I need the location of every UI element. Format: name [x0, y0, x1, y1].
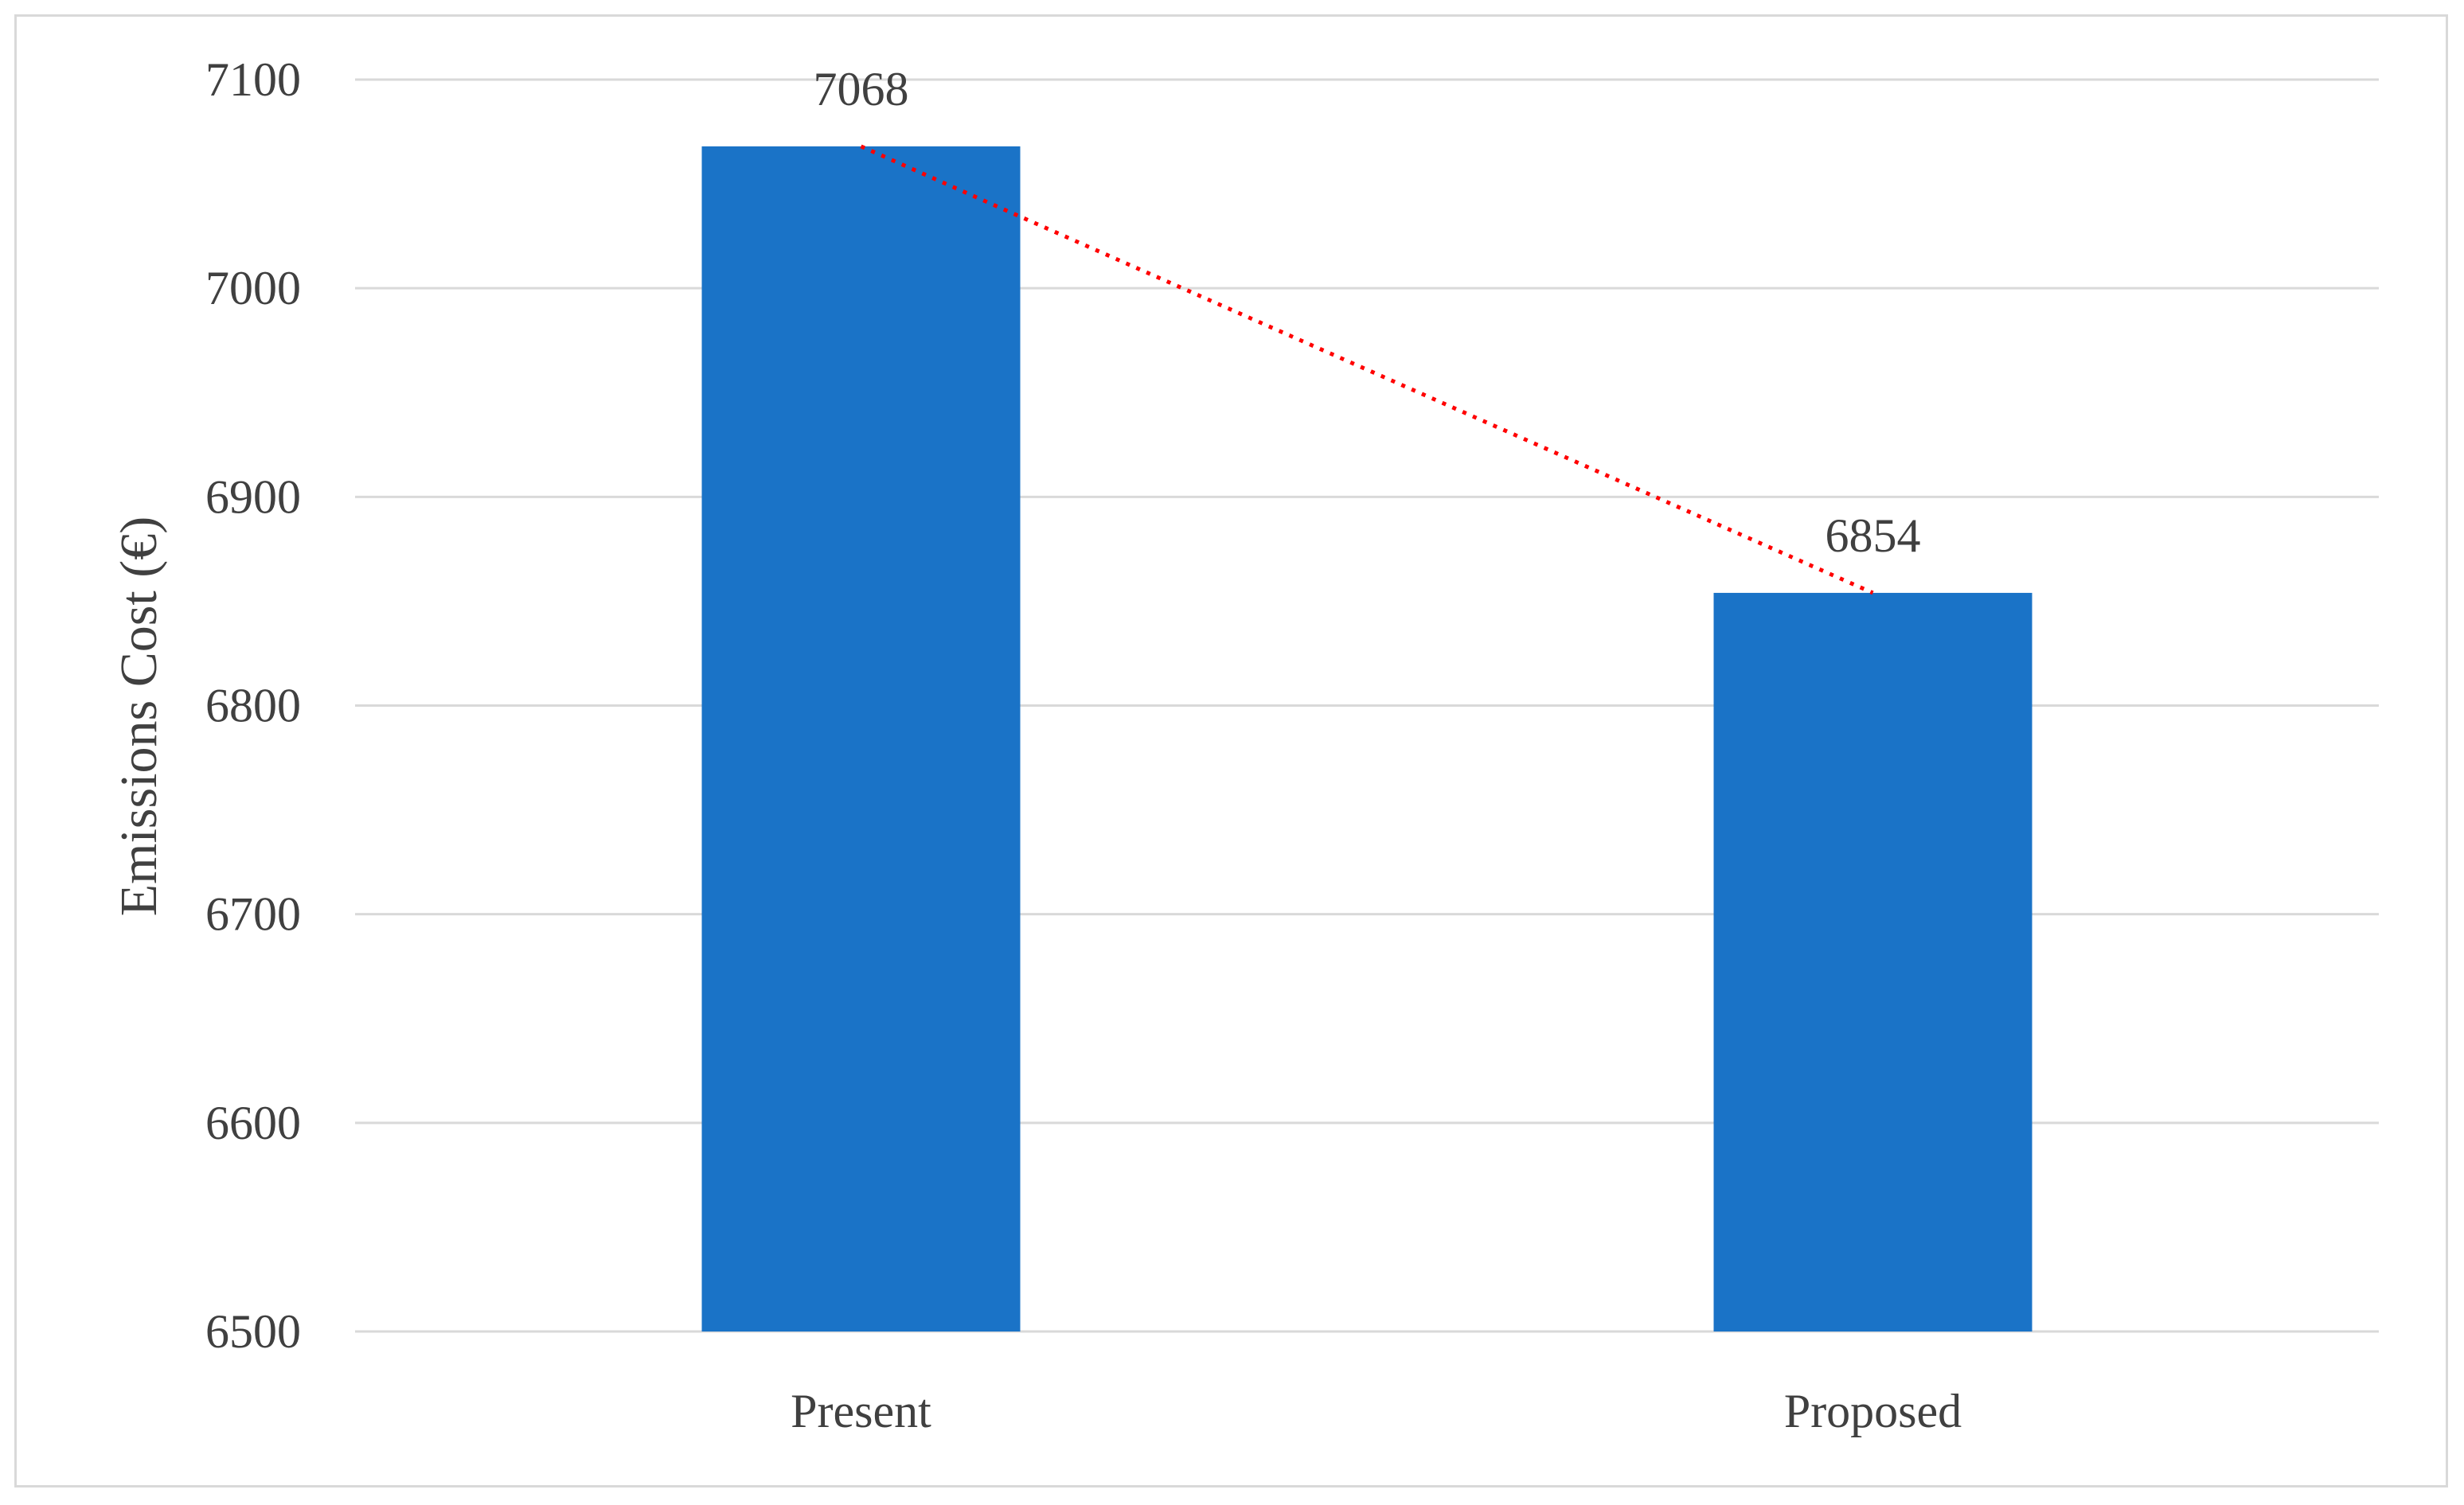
gridlines — [355, 78, 2379, 1333]
x-tick-label: Proposed — [1784, 1385, 1962, 1437]
bar-proposed — [1713, 592, 2033, 1331]
y-axis-ticks: 6500 6600 6700 6800 6900 7000 7100 — [205, 53, 301, 1358]
y-axis-title: Emissions Cost (€) — [110, 517, 168, 916]
y-tick-label: 6700 — [205, 888, 301, 941]
x-axis-ticks: Present Proposed — [791, 1385, 1962, 1437]
data-label: 6854 — [1826, 509, 1921, 562]
y-tick-label: 6600 — [205, 1097, 301, 1149]
y-tick-label: 6900 — [205, 470, 301, 523]
y-tick-label: 7100 — [205, 53, 301, 106]
y-tick-label: 7000 — [205, 262, 301, 314]
y-tick-label: 6800 — [205, 680, 301, 732]
bars — [701, 146, 2033, 1332]
x-tick-label: Present — [791, 1385, 931, 1437]
data-labels: 7068 6854 — [814, 63, 1921, 562]
chart-frame — [14, 14, 2448, 1487]
data-label: 7068 — [814, 63, 909, 115]
y-tick-label: 6500 — [205, 1305, 301, 1358]
bar-present — [701, 146, 1021, 1332]
